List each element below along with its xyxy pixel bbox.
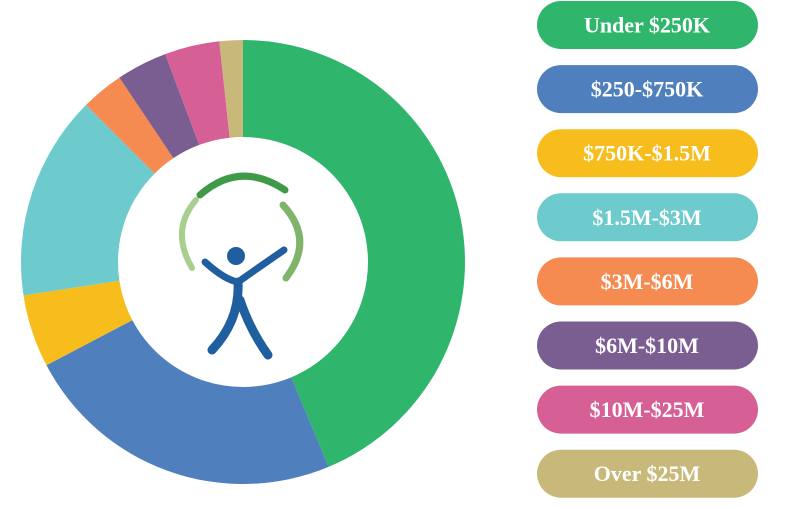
legend-item: $1.5M-$3M <box>537 193 758 242</box>
legend-item: $3M-$6M <box>537 257 758 306</box>
wedge <box>119 54 200 159</box>
wedge <box>23 280 133 366</box>
legend-item: Under $250K <box>537 1 758 49</box>
logo <box>178 172 304 360</box>
logo-arc <box>178 197 199 271</box>
legend-pill <box>537 1 758 49</box>
logo-arc <box>196 172 289 199</box>
legend-item: Over $25M <box>537 449 758 498</box>
legend-label: $6M-$10M <box>595 333 699 358</box>
legend-label: $10M-$25M <box>590 397 705 422</box>
wedge <box>86 77 174 174</box>
legend-pill <box>537 449 758 498</box>
wedge <box>46 320 329 485</box>
legend-pill <box>537 65 758 114</box>
legend-item: $10M-$25M <box>537 385 758 434</box>
wedge <box>21 105 155 296</box>
legend: Under $250K $250-$750K $750K-$1.5M $1.5M-$3… <box>537 1 758 498</box>
legend-pill <box>537 193 758 242</box>
legend-pill <box>537 257 758 306</box>
legend-item: $750K-$1.5M <box>537 129 758 178</box>
legend-item: $6M-$10M <box>537 321 758 370</box>
legend-pill <box>537 321 758 370</box>
legend-label: $3M-$6M <box>601 269 694 294</box>
logo-figure <box>207 277 273 360</box>
legend-pill <box>537 385 758 434</box>
wedge <box>219 40 243 138</box>
legend-label: $1.5M-$3M <box>592 205 702 230</box>
legend-label: Under $250K <box>584 13 710 38</box>
legend-item: $250-$750K <box>537 65 758 114</box>
legend-pill <box>537 129 758 178</box>
donut <box>21 40 466 485</box>
legend-label: $250-$750K <box>591 77 703 102</box>
wedge <box>165 41 230 145</box>
logo-arc <box>279 201 304 282</box>
legend-label: $750K-$1.5M <box>583 141 711 166</box>
legend-label: Over $25M <box>594 461 701 486</box>
wedge <box>243 40 466 467</box>
logo-head <box>227 247 245 265</box>
